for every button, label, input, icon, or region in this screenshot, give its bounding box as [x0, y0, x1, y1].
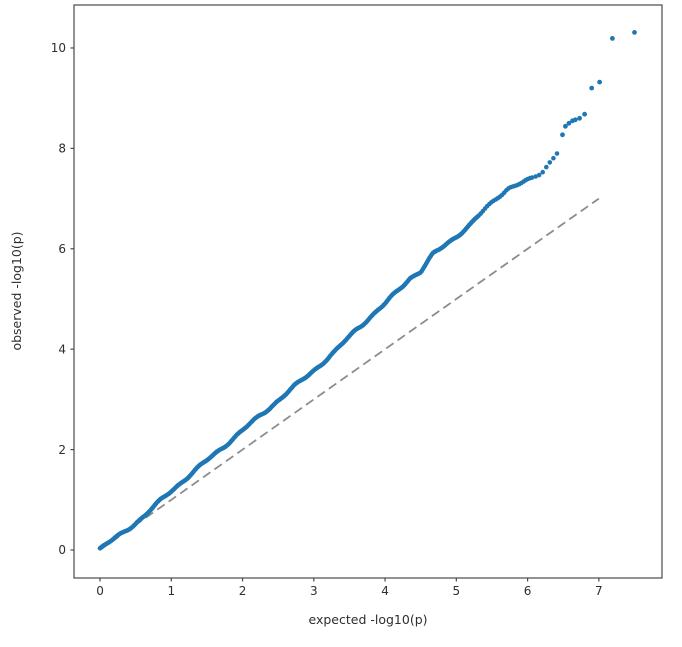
y-tick-label: 8 — [58, 142, 66, 156]
y-tick-label: 2 — [58, 443, 66, 457]
x-tick-label: 6 — [524, 584, 532, 598]
plot-border — [73, 4, 663, 579]
outlier-point — [572, 117, 578, 123]
data-point — [554, 151, 560, 156]
y-tick-label: 6 — [58, 242, 66, 256]
outlier-point — [563, 123, 568, 129]
data-point — [540, 169, 545, 175]
data-point — [547, 160, 553, 165]
x-tick-label: 0 — [96, 584, 104, 598]
data-point — [536, 172, 542, 178]
x-tick-label: 5 — [453, 584, 461, 598]
outlier-point — [597, 79, 602, 85]
data-point — [533, 174, 538, 179]
outlier-point — [632, 30, 637, 35]
x-tick-label: 1 — [167, 584, 175, 598]
outlier-point — [610, 36, 615, 41]
data-point — [529, 175, 535, 180]
outlier-point — [566, 120, 572, 126]
outlier-point — [577, 115, 582, 121]
x-tick-label: 3 — [310, 584, 318, 598]
outlier-point — [589, 85, 595, 91]
x-tick-label: 4 — [381, 584, 389, 598]
y-tick-label: 10 — [51, 41, 66, 55]
x-tick-label: 7 — [595, 584, 603, 598]
outlier-point — [582, 111, 587, 117]
identity-line — [99, 197, 600, 551]
y-tick-label: 0 — [58, 543, 66, 557]
data-point — [551, 155, 556, 161]
data-point — [544, 164, 549, 170]
x-tick-label: 2 — [239, 584, 247, 598]
y-tick-label: 4 — [58, 342, 66, 356]
outlier-point — [560, 132, 565, 138]
